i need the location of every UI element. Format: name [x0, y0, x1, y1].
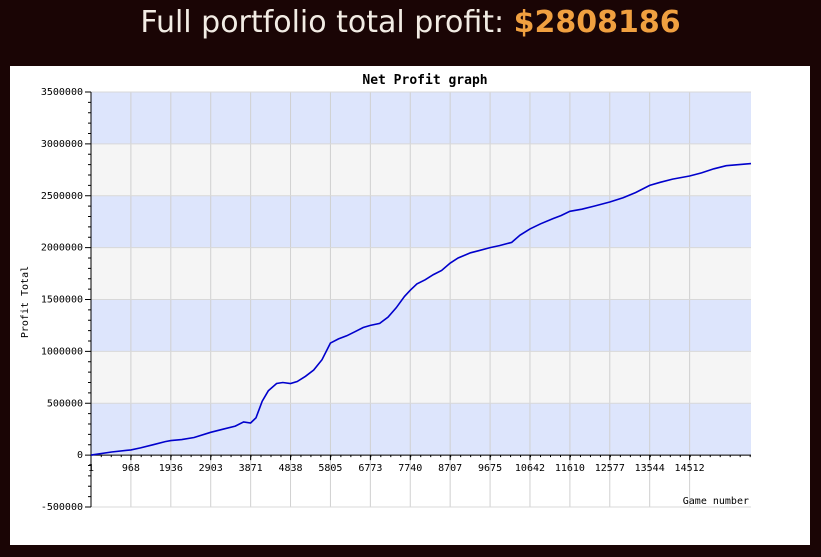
background-band [91, 247, 751, 300]
x-tick-label: 4838 [278, 463, 302, 474]
y-tick-label: -500000 [41, 502, 83, 513]
x-tick-label: 2903 [199, 463, 223, 474]
headline-total-amount: $2808186 [513, 5, 681, 40]
background-band [91, 455, 751, 507]
background-band [91, 351, 751, 404]
x-tick-label: 14512 [675, 463, 705, 474]
x-tick-label: 1936 [159, 463, 183, 474]
y-tick-label: 3500000 [41, 87, 83, 98]
x-tick-label: 13544 [635, 463, 665, 474]
profit-series-line [90, 162, 752, 456]
y-tick-label: 2500000 [41, 191, 83, 202]
x-tick-label: 968 [122, 463, 140, 474]
y-axis-label: Profit Total [20, 266, 31, 338]
x-tick-label: 10642 [515, 463, 545, 474]
y-tick-label: 3000000 [41, 139, 83, 150]
x-tick-label: 6773 [358, 463, 382, 474]
headline: Full portfolio total profit: $2808186 [0, 0, 821, 52]
x-tick-label: 12577 [595, 463, 625, 474]
x-axis-label: Game number [683, 496, 749, 507]
y-tick-labels: -500000 0 500000 1000000 1500000 2000000 25000… [41, 87, 83, 513]
y-tick-label: 2000000 [41, 243, 83, 254]
y-tick-label: 1000000 [41, 346, 83, 357]
x-tick-label: 5805 [318, 463, 342, 474]
x-tick-label: 1 [88, 463, 94, 474]
background-band [91, 403, 751, 456]
axes [85, 91, 751, 508]
background-bands [91, 92, 751, 507]
background-band [91, 143, 751, 196]
y-tick-label: 1500000 [41, 295, 83, 306]
net-profit-chart: -500000 0 500000 1000000 1500000 2000000 25000… [20, 73, 752, 513]
x-tick-label: 9675 [478, 463, 502, 474]
x-tick-label: 7740 [398, 463, 422, 474]
background-band [91, 92, 751, 144]
background-band [91, 195, 751, 248]
x-tick-labels: 1 968 1936 2903 3871 4838 5805 6773 7740 8707 9675… [88, 463, 705, 474]
chart-title: Net Profit graph [362, 73, 487, 88]
x-tick-label: 3871 [239, 463, 263, 474]
chart-panel: -500000 0 500000 1000000 1500000 2000000 25000… [10, 66, 810, 545]
y-tick-label: 500000 [47, 398, 83, 409]
background-band [91, 299, 751, 352]
x-tick-label: 8707 [438, 463, 462, 474]
x-tick-label: 11610 [555, 463, 585, 474]
headline-prefix: Full portfolio total profit: [140, 5, 505, 40]
y-tick-label: 0 [77, 450, 83, 461]
